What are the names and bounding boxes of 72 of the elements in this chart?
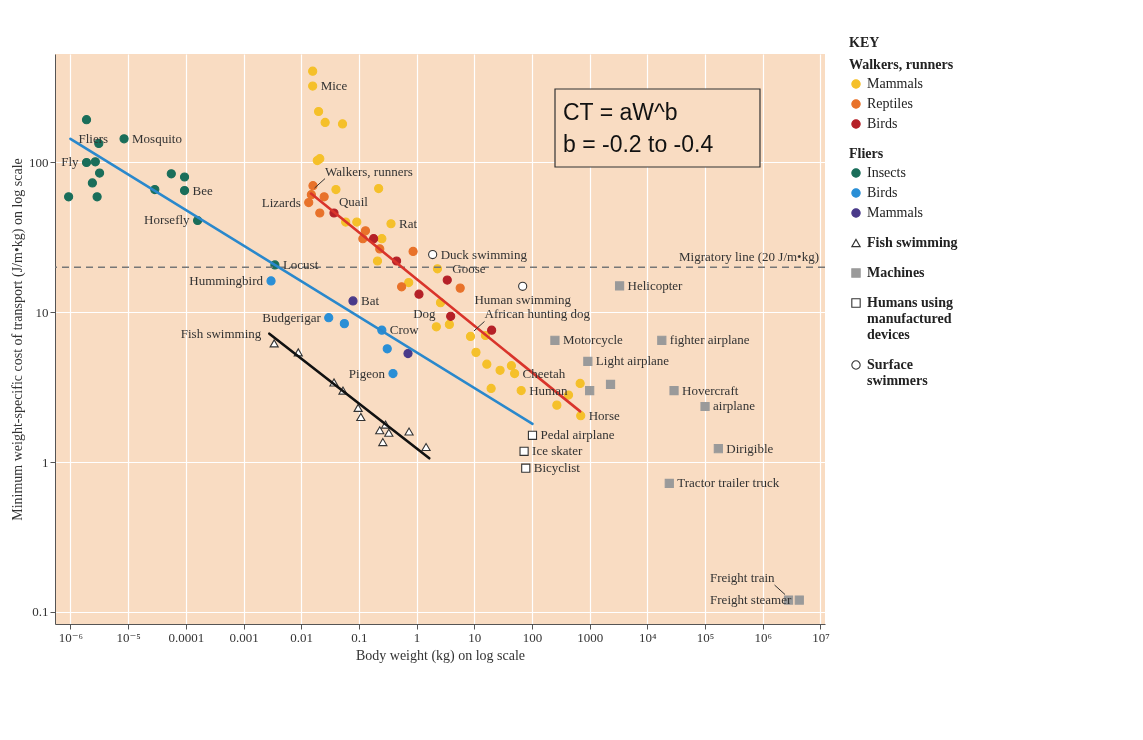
y-tick-label: 10 — [35, 304, 49, 320]
annotation: Fly — [61, 154, 80, 170]
legend-label: Surface swimmers — [867, 357, 929, 388]
annotation: Human swimming — [474, 292, 572, 308]
x-axis-title: Body weight (kg) on log scale — [355, 647, 526, 664]
ref-line-label: Migratory line (20 J/m•kg) — [679, 249, 819, 265]
y-tick-label: 0.1 — [32, 604, 49, 620]
annotation: Horsefly — [144, 212, 191, 228]
x-tick-label: 100 — [522, 629, 543, 645]
x-tick-label: 10⁶ — [754, 629, 773, 645]
legend-label: Insects — [867, 165, 906, 180]
annotation: Mosquito — [132, 130, 182, 146]
x-tick-label: 0.1 — [351, 629, 368, 645]
legend-title: KEY — [849, 35, 880, 50]
annotation: Helicopter — [627, 277, 684, 293]
annotation: Light airplane — [595, 353, 670, 369]
annotation: airplane — [713, 398, 756, 414]
annotation: CT = aW^b — [563, 99, 678, 125]
x-tick-label: 0.001 — [229, 629, 259, 645]
annotation: Rat — [398, 215, 418, 231]
annotation: fighter airplane — [669, 332, 750, 348]
annotation: Fish swimming — [180, 325, 262, 341]
annotation: Tractor trailer truck — [677, 475, 780, 491]
annotation: Freight train — [709, 570, 776, 586]
x-tick-label: 0.01 — [290, 629, 314, 645]
annotation: Pigeon — [348, 365, 386, 381]
annotation: Horse — [588, 407, 620, 423]
annotation: Dog — [413, 305, 437, 321]
y-tick-label: 100 — [29, 154, 49, 170]
legend-label: Humans using manufactured devices — [867, 295, 953, 342]
annotation: Lizards — [261, 194, 301, 210]
x-tick-label: 10⁴ — [639, 629, 658, 645]
x-tick-label: 1000 — [577, 629, 604, 645]
text: Fliers — [849, 146, 884, 161]
annotation: Motorcycle — [562, 332, 624, 348]
legend-label: Fish swimming — [867, 235, 958, 250]
series-label: Walkers, runners — [325, 163, 413, 179]
legend-label: Mammals — [867, 205, 923, 220]
x-tick-label: 1 — [413, 629, 421, 645]
y-tick-label: 1 — [42, 454, 49, 470]
annotation: Bicyclist — [533, 460, 581, 476]
series-label: Fliers — [78, 130, 109, 146]
annotation: Quail — [338, 194, 369, 210]
annotation: African hunting dog — [484, 306, 591, 322]
legend-label: Reptiles — [867, 96, 913, 111]
annotation: b = -0.2 to -0.4 — [563, 131, 714, 157]
x-tick-label: 0.0001 — [168, 629, 205, 645]
y-axis-title: Minimum weight-specific cost of transport (J/m•kg) on log scale — [10, 158, 26, 521]
annotation: Ice skater — [532, 443, 583, 459]
x-tick-label: 10⁷ — [812, 629, 830, 645]
annotation: Hovercraft — [682, 382, 739, 398]
annotation: Bat — [360, 292, 380, 308]
annotation: Locust — [282, 256, 319, 272]
legend-label: Birds — [867, 116, 898, 131]
annotation: Mice — [320, 78, 348, 94]
annotation: Freight steamer — [710, 592, 792, 608]
annotation: Crow — [389, 322, 420, 338]
annotation: Hummingbird — [189, 272, 264, 288]
x-tick-label: 10⁵ — [696, 629, 715, 645]
x-tick-label: 10⁻⁵ — [116, 629, 141, 645]
x-tick-label: 10 — [468, 629, 482, 645]
legend-label: Mammals — [867, 76, 923, 91]
annotation: Duck swimming — [440, 246, 528, 262]
annotation: Dirigible — [726, 440, 774, 456]
text: Walkers, runners — [849, 57, 954, 72]
x-tick-label: 10⁻⁶ — [58, 629, 84, 645]
legend-label: Birds — [867, 185, 898, 200]
annotation: Budgerigar — [262, 309, 322, 325]
annotation: Goose — [452, 261, 486, 277]
annotation: Pedal airplane — [540, 427, 615, 443]
legend-label: Machines — [867, 265, 926, 280]
annotation: Bee — [192, 182, 213, 198]
